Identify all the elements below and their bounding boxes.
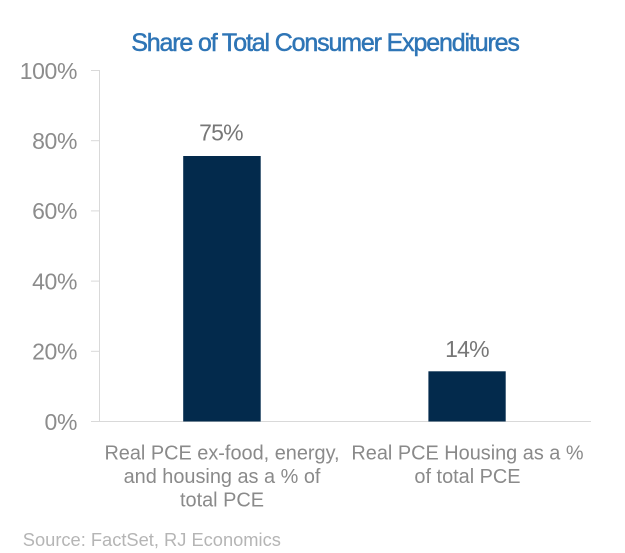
svg-text:14%: 14%: [445, 336, 489, 362]
svg-text:and housing as a % of: and housing as a % of: [124, 466, 321, 488]
svg-text:of total PCE: of total PCE: [414, 466, 520, 488]
svg-text:Source: FactSet, RJ Economics: Source: FactSet, RJ Economics: [23, 529, 281, 550]
svg-text:80%: 80%: [32, 128, 77, 154]
svg-text:Real PCE ex-food, energy,: Real PCE ex-food, energy,: [104, 443, 339, 465]
svg-text:40%: 40%: [32, 268, 77, 294]
svg-text:75%: 75%: [199, 120, 243, 146]
svg-text:60%: 60%: [32, 198, 77, 224]
svg-text:Share of Total Consumer Expend: Share of Total Consumer Expenditures: [131, 29, 519, 57]
svg-text:0%: 0%: [45, 409, 77, 435]
svg-text:Real PCE Housing as a %: Real PCE Housing as a %: [351, 443, 583, 465]
svg-text:total PCE: total PCE: [180, 490, 264, 512]
svg-text:100%: 100%: [20, 58, 77, 84]
svg-text:20%: 20%: [32, 339, 77, 365]
